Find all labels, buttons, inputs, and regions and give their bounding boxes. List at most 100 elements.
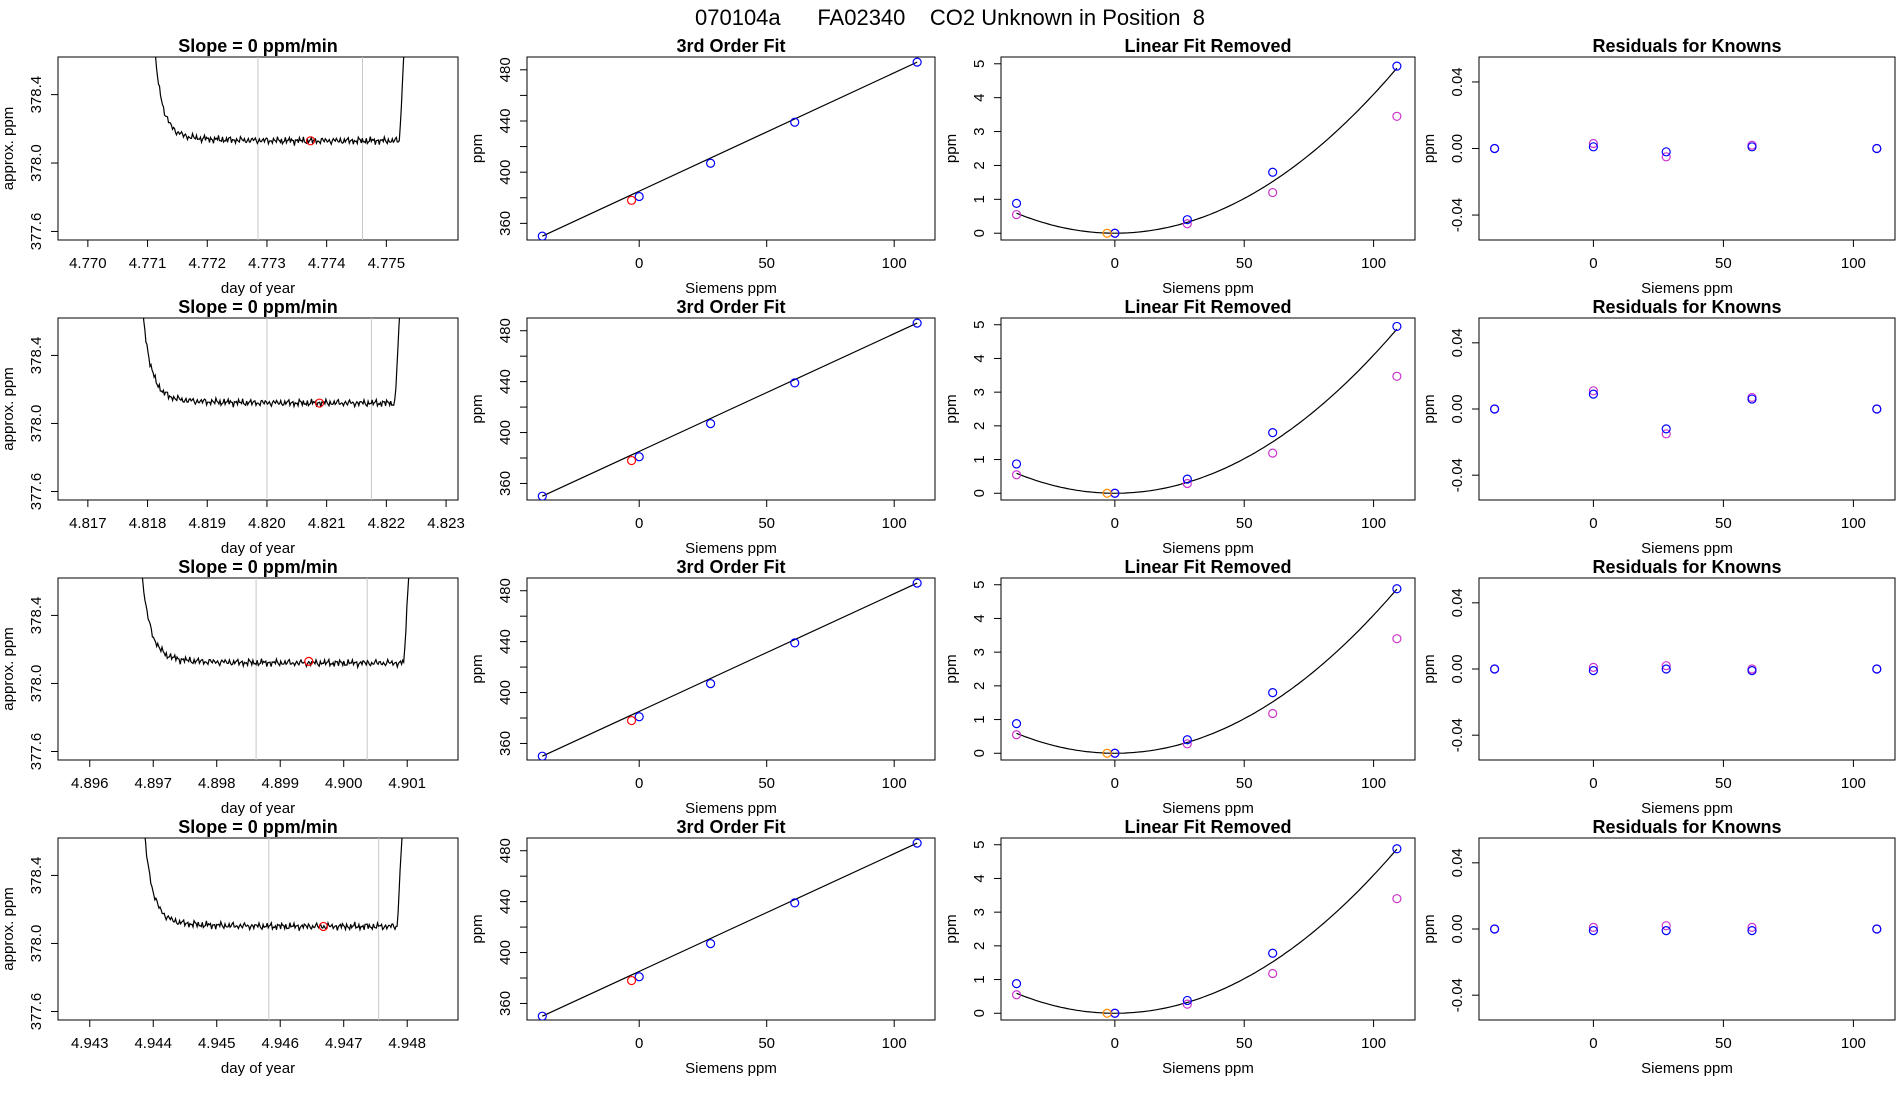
known-point xyxy=(705,939,716,949)
residual-blue xyxy=(1489,143,1500,154)
page-title: 070104a FA02340 CO2 Unknown in Position … xyxy=(695,5,1205,30)
x-axis-label: Siemens ppm xyxy=(1162,540,1254,557)
y-axis-label: ppm xyxy=(1421,654,1438,683)
x-axis-label: Siemens ppm xyxy=(1641,280,1733,297)
known-point xyxy=(705,419,716,429)
y-axis-label: approx. ppm xyxy=(0,627,17,710)
x-axis-label: Siemens ppm xyxy=(685,280,777,297)
known-point xyxy=(634,191,644,202)
x-axis-label: Siemens ppm xyxy=(1641,540,1733,557)
panel-title: Slope = 0 ppm/min xyxy=(178,817,338,837)
y-tick-label: 480 xyxy=(497,57,514,82)
panel-fit-row4: 3rd Order Fit Siemens ppm ppm 0 50 100 360 400 4… xyxy=(469,817,936,1077)
x-tick-label: 50 xyxy=(758,775,775,792)
panel-title: Slope = 0 ppm/min xyxy=(178,557,338,577)
x-tick-label: 50 xyxy=(1236,775,1253,792)
y-tick-label: 378.4 xyxy=(28,76,45,114)
x-tick-label: 50 xyxy=(1715,775,1732,792)
panel-trace-row2: Slope = 0 ppm/min day of year approx. ppm 4… xyxy=(0,297,465,557)
y-tick-label: 2 xyxy=(971,682,988,690)
data-marks xyxy=(141,578,410,760)
x-tick-label: 0 xyxy=(1589,775,1597,792)
plot-frame xyxy=(526,56,936,241)
x-tick-label: 50 xyxy=(1715,515,1732,532)
y-tick-label: 0.04 xyxy=(1449,328,1466,357)
y-tick-label: 480 xyxy=(497,318,514,343)
x-tick-label: 50 xyxy=(1236,515,1253,532)
x-axis-label: Siemens ppm xyxy=(1162,280,1254,297)
plot-frame xyxy=(1478,577,1896,761)
panel-title: Residuals for Knowns xyxy=(1592,557,1781,577)
y-tick-label: 1 xyxy=(971,975,988,983)
x-tick-label: 0 xyxy=(635,775,643,792)
panel-title: Linear Fit Removed xyxy=(1124,557,1291,577)
y-tick-label: 0.00 xyxy=(1449,134,1466,163)
known-point xyxy=(1392,844,1402,854)
y-tick-label: 4 xyxy=(971,614,988,622)
x-tick-label: 100 xyxy=(1841,515,1866,532)
y-tick-label: 4 xyxy=(971,354,988,362)
panel-title: 3rd Order Fit xyxy=(676,557,785,577)
residual-magenta xyxy=(1661,661,1671,671)
x-axis-label: Siemens ppm xyxy=(1641,1060,1733,1077)
x-tick-label: 0 xyxy=(1589,515,1597,532)
x-tick-label: 100 xyxy=(882,515,907,532)
panel-residuals-row2: Residuals for Knowns Siemens ppm ppm 0 50 100… xyxy=(1421,297,1896,557)
y-tick-label: -0.04 xyxy=(1449,198,1466,232)
residual-blue xyxy=(1747,142,1757,152)
y-tick-label: 378.0 xyxy=(28,144,45,182)
y-tick-label: 440 xyxy=(497,369,514,394)
y-tick-label: 0 xyxy=(971,749,988,757)
y-tick-label: 480 xyxy=(497,838,514,863)
x-tick-label: 4.772 xyxy=(188,255,226,272)
x-tick-label: 100 xyxy=(1361,1035,1386,1052)
panel-title: Residuals for Knowns xyxy=(1592,297,1781,317)
known-point xyxy=(790,117,800,127)
y-axis-label: ppm xyxy=(469,914,486,943)
panel-title: 3rd Order Fit xyxy=(676,36,785,56)
data-marks xyxy=(1011,584,1402,758)
plot-frame xyxy=(1000,577,1416,761)
y-axis-label: approx. ppm xyxy=(0,107,17,190)
panel-title: Slope = 0 ppm/min xyxy=(178,36,338,56)
known-point xyxy=(1392,584,1402,594)
residual-blue xyxy=(1489,924,1500,934)
x-tick-label: 4.819 xyxy=(188,515,226,532)
y-tick-label: 378.4 xyxy=(28,597,45,635)
x-axis-label: Siemens ppm xyxy=(685,540,777,557)
x-tick-label: 100 xyxy=(1361,775,1386,792)
x-tick-label: 50 xyxy=(758,515,775,532)
y-tick-label: 2 xyxy=(971,161,988,169)
residual-magenta xyxy=(1661,152,1671,162)
y-axis-label: ppm xyxy=(469,394,486,423)
x-tick-label: 50 xyxy=(758,255,775,272)
known-point xyxy=(790,638,800,648)
known-point xyxy=(1011,978,1022,989)
fitted-point xyxy=(1392,111,1402,121)
known-point xyxy=(1268,687,1278,698)
y-tick-label: 3 xyxy=(971,388,988,396)
x-tick-label: 4.817 xyxy=(69,515,107,532)
residual-blue xyxy=(1747,926,1757,936)
data-marks xyxy=(142,318,401,500)
y-tick-label: 400 xyxy=(497,940,514,965)
panel-title: Linear Fit Removed xyxy=(1124,817,1291,837)
data-marks xyxy=(537,838,922,1020)
zero-point xyxy=(1102,228,1112,238)
fitted-point xyxy=(1011,209,1022,220)
x-tick-label: 4.943 xyxy=(71,1035,109,1052)
x-tick-label: 100 xyxy=(1841,1035,1866,1052)
x-tick-label: 4.775 xyxy=(368,255,406,272)
x-axis-label: Siemens ppm xyxy=(1641,800,1733,817)
y-tick-label: 377.6 xyxy=(28,213,45,251)
unknown-point xyxy=(304,656,314,666)
fitted-point xyxy=(1392,371,1402,381)
y-tick-label: 377.6 xyxy=(28,473,45,511)
panel-title: Linear Fit Removed xyxy=(1124,36,1291,56)
y-tick-label: 400 xyxy=(497,420,514,445)
y-tick-label: 4 xyxy=(971,93,988,101)
y-tick-label: 0.04 xyxy=(1449,67,1466,96)
data-marks xyxy=(155,57,405,240)
trace-line xyxy=(141,578,410,670)
